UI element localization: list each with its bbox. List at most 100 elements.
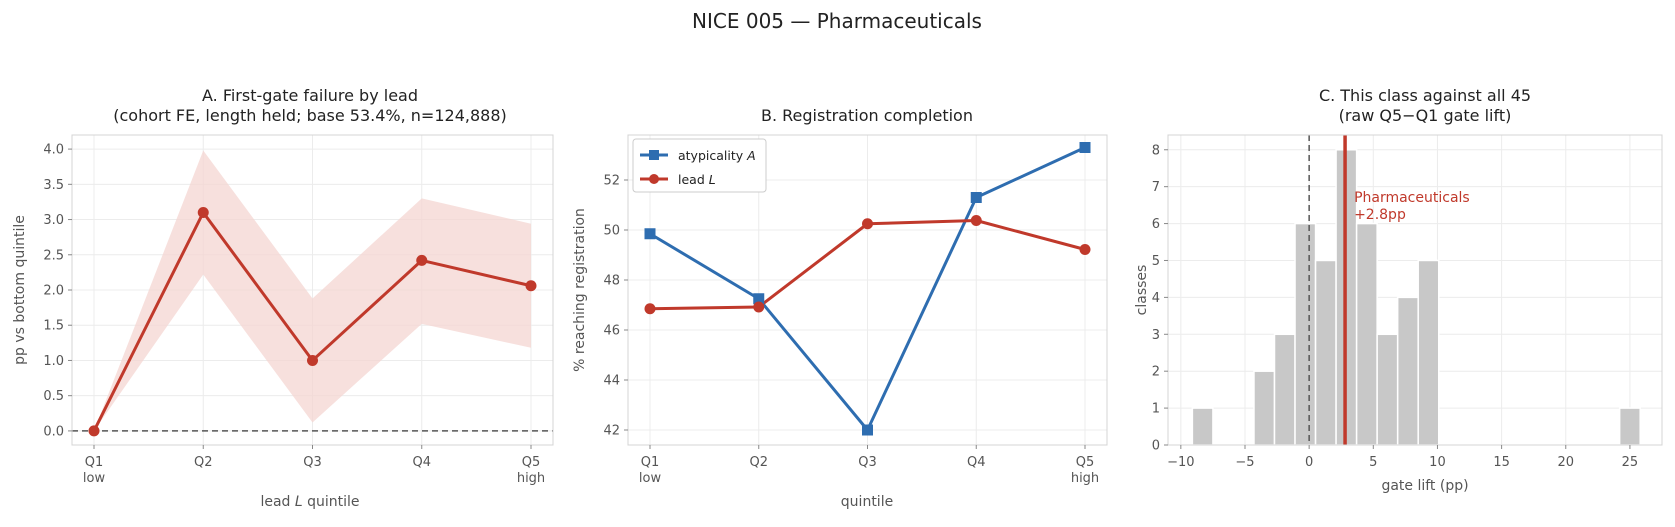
panel-c-xlabel: gate lift (pp) [1381, 478, 1468, 494]
c-xtick-label: 5 [1369, 455, 1377, 470]
panel-b-xlabel: quintile [841, 494, 893, 510]
panel-b-point-lead [753, 301, 765, 313]
panel-c-highlight-label: Pharmaceuticals [1354, 190, 1470, 206]
panel-b-point-atypicality [970, 192, 982, 203]
figure-suptitle: NICE 005 — Pharmaceuticals [692, 9, 982, 33]
panel-a-y-ticks: 0.0 0.5 1.0 1.5 2.0 2.5 3.0 3.5 4.0 [43, 143, 72, 439]
legend-atypicality-label: atypicality A [678, 148, 756, 163]
panel-b-point-lead [644, 303, 656, 315]
panel-c-title-line2: (raw Q5−Q1 gate lift) [1339, 106, 1512, 125]
panel-b-legend: atypicality A lead L [632, 138, 767, 193]
a-xtick-sublabel: low [83, 471, 106, 486]
c-ytick-label: 0 [1152, 439, 1160, 454]
b-ytick-label: 52 [603, 174, 620, 189]
legend-lead-label: lead L [678, 172, 716, 187]
b-ytick-label: 44 [603, 374, 620, 389]
panel-a-confidence-band [94, 150, 531, 431]
a-ytick-label: 2.5 [43, 248, 64, 263]
a-xtick-label: Q5 [522, 455, 541, 470]
histogram-bar [1191, 407, 1214, 446]
panel-c-y-ticks: 0 1 2 3 4 5 6 7 8 [1152, 143, 1168, 454]
panel-b: B. Registration completion 424446485052 … [572, 106, 1108, 510]
panel-b-point-lead [862, 218, 873, 230]
b-xtick-label: Q5 [1076, 455, 1095, 470]
panel-b-y-ticks: 42 44 46 48 50 52 [603, 174, 628, 439]
histogram-bar [1618, 407, 1641, 446]
a-ytick-label: 3.5 [43, 178, 64, 193]
c-xtick-label: 25 [1622, 455, 1639, 470]
histogram-bar [1314, 259, 1337, 446]
panel-b-points [644, 142, 1091, 436]
b-ytick-label: 42 [603, 424, 620, 439]
panel-b-point-atypicality [1079, 142, 1091, 153]
a-xtick-label: Q3 [303, 455, 322, 470]
panel-c-title-line1: C. This class against all 45 [1319, 86, 1531, 105]
panel-a-point [197, 207, 209, 218]
panel-a-title-line2: (cohort FE, length held; base 53.4%, n=1… [113, 106, 507, 125]
panel-b-point-atypicality [753, 293, 765, 305]
panel-a-points [88, 207, 537, 437]
c-xtick-label: 15 [1493, 455, 1510, 470]
panel-a-point [307, 354, 318, 366]
histogram-bar [1396, 296, 1419, 446]
panel-c-bars [1191, 149, 1641, 446]
panel-a-point [416, 254, 428, 266]
histogram-bar [1294, 222, 1317, 446]
panel-a-xlabel: lead L quintile [260, 494, 359, 510]
panel-b-ylabel: % reaching registration [572, 208, 588, 372]
panel-a: A. First-gate failure by lead (cohort FE… [12, 86, 554, 510]
panel-a-ylabel: pp vs bottom quintile [12, 215, 28, 365]
c-ytick-label: 2 [1152, 365, 1160, 380]
a-ytick-label: 4.0 [43, 143, 64, 158]
panel-b-point-lead [970, 215, 982, 226]
c-ytick-label: 1 [1152, 402, 1160, 417]
a-xtick-label: Q1 [85, 455, 104, 470]
c-ytick-label: 8 [1152, 143, 1160, 158]
b-xtick-sublabel: high [1071, 471, 1099, 486]
histogram-bar [1376, 333, 1399, 446]
panel-c-highlight-value: +2.8pp [1354, 207, 1406, 223]
b-xtick-label: Q4 [967, 455, 986, 470]
c-ytick-label: 4 [1152, 291, 1160, 306]
b-xtick-sublabel: low [639, 471, 662, 486]
a-ytick-label: 0.0 [43, 424, 64, 439]
histogram-bar [1253, 370, 1276, 446]
panel-a-point [88, 425, 100, 437]
b-ytick-label: 50 [603, 224, 620, 239]
a-ytick-label: 1.5 [43, 319, 64, 334]
histogram-bar [1355, 222, 1378, 446]
c-xtick-label: 10 [1429, 455, 1446, 470]
panel-b-title: B. Registration completion [761, 106, 973, 125]
c-xtick-label: −5 [1235, 455, 1254, 470]
histogram-bar [1417, 259, 1440, 446]
a-xtick-sublabel: high [517, 471, 545, 486]
panel-c-frame [1167, 134, 1663, 446]
c-ytick-label: 3 [1152, 328, 1160, 343]
panel-c: C. This class against all 45 (raw Q5−Q1 … [1134, 86, 1663, 494]
c-xtick-label: 0 [1305, 455, 1313, 470]
panel-a-title-line1: A. First-gate failure by lead [202, 86, 418, 105]
c-ytick-label: 6 [1152, 217, 1160, 232]
a-ytick-label: 3.0 [43, 213, 64, 228]
histogram-bar [1273, 333, 1296, 446]
c-xtick-label: 20 [1557, 455, 1574, 470]
b-ytick-label: 46 [603, 324, 620, 339]
c-xtick-label: −10 [1167, 455, 1194, 470]
panel-b-point-atypicality [644, 228, 656, 240]
c-ytick-label: 7 [1152, 180, 1160, 195]
panel-b-point-lead [1079, 244, 1091, 255]
panel-b-point-atypicality [862, 424, 873, 436]
a-ytick-label: 1.0 [43, 354, 64, 369]
panel-c-ylabel: classes [1134, 265, 1150, 316]
panel-c-x-ticks: −10 −5 0 5 10 15 20 25 [1167, 445, 1638, 470]
b-xtick-label: Q1 [641, 455, 660, 470]
b-xtick-label: Q2 [749, 455, 768, 470]
a-ytick-label: 0.5 [43, 389, 64, 404]
a-xtick-label: Q4 [412, 455, 431, 470]
b-xtick-label: Q3 [858, 455, 877, 470]
legend-lead-marker [649, 174, 659, 184]
legend-atypicality-marker [649, 150, 659, 160]
a-ytick-label: 2.0 [43, 284, 64, 299]
